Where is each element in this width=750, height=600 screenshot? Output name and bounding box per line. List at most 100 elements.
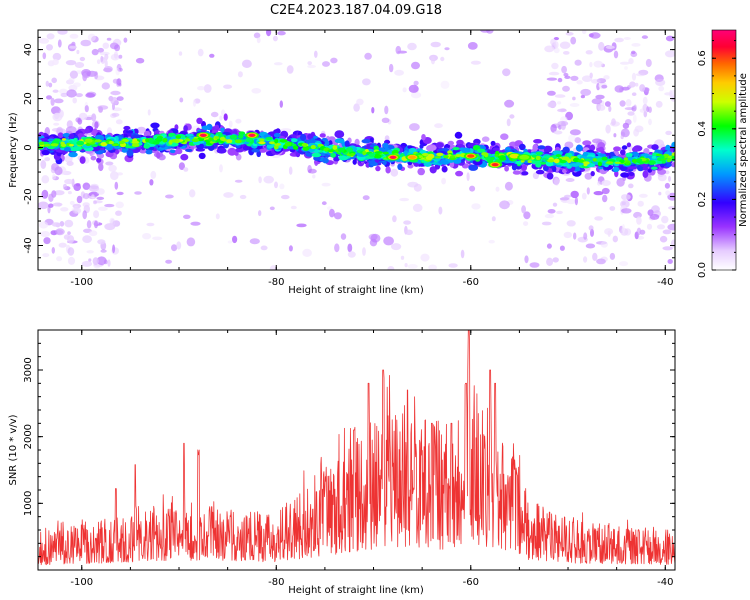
heatmap-speckle <box>383 236 394 246</box>
heatmap-speckle <box>631 50 636 55</box>
heatmap-speckle <box>38 38 50 44</box>
heatmap-speckle <box>509 114 515 119</box>
heatmap-speckle <box>609 252 616 260</box>
heatmap-cell <box>305 152 314 157</box>
heatmap-speckle <box>277 31 286 36</box>
heatmap-speckle <box>87 33 96 42</box>
heatmap-speckle <box>66 89 77 98</box>
heatmap-speckle <box>67 235 75 244</box>
heatmap-speckle <box>621 194 631 200</box>
heatmap-cell <box>606 161 614 164</box>
heatmap-speckle <box>561 65 567 74</box>
heatmap-speckle <box>114 44 121 52</box>
heatmap-cell <box>220 127 225 133</box>
heatmap-speckle <box>75 183 81 187</box>
heatmap-speckle <box>146 222 155 227</box>
heatmap-speckle <box>411 61 420 70</box>
heatmap-cell <box>461 147 471 154</box>
heatmap-speckle <box>84 105 89 113</box>
heatmap-speckle <box>553 47 560 54</box>
heatmap-speckle <box>568 134 576 142</box>
heatmap-cell <box>419 144 424 149</box>
heatmap-speckle <box>580 95 586 99</box>
heatmap-speckle <box>302 248 312 257</box>
heatmap-speckle <box>409 123 420 131</box>
heatmap-speckle <box>67 247 75 256</box>
heatmap-speckle <box>407 264 418 269</box>
heatmap-speckle <box>53 122 60 126</box>
heatmap-cell <box>535 169 545 175</box>
heatmap-speckle <box>589 72 593 79</box>
heatmap-speckle <box>647 209 654 216</box>
heatmap-speckle <box>566 199 577 205</box>
heatmap-speckle <box>629 81 636 88</box>
heatmap-speckle <box>288 166 293 175</box>
heatmap-cell <box>535 155 541 161</box>
heatmap-cell <box>597 161 603 167</box>
heatmap-cell <box>621 145 628 150</box>
heatmap-speckle <box>100 55 104 63</box>
heatmap-cell <box>456 139 464 146</box>
heatmap-speckle <box>506 118 511 127</box>
heatmap-speckle <box>499 200 510 210</box>
heatmap-cell <box>216 147 227 154</box>
heatmap-cell <box>123 133 128 139</box>
heatmap-cell <box>438 160 445 165</box>
heatmap-speckle <box>636 216 642 225</box>
heatmap-speckle <box>94 121 99 129</box>
heatmap-speckle <box>381 117 390 124</box>
heatmap-speckle <box>656 224 666 230</box>
heatmap-speckle <box>288 245 293 252</box>
heatmap-speckle <box>192 99 197 107</box>
heatmap-speckle <box>547 101 557 108</box>
heatmap-speckle <box>593 191 604 196</box>
heatmap-speckle <box>178 162 185 171</box>
heatmap-cell <box>322 157 329 164</box>
heatmap-speckle <box>658 191 662 196</box>
heatmap-speckle <box>75 117 82 123</box>
heatmap-speckle <box>563 231 572 239</box>
heatmap-speckle <box>104 53 109 61</box>
heatmap-cell <box>373 145 380 151</box>
heatmap-cell <box>258 148 267 153</box>
heatmap-cell <box>472 158 483 166</box>
heatmap-cell <box>245 137 253 143</box>
heatmap-speckle <box>609 206 616 211</box>
heatmap-speckle <box>223 84 233 89</box>
heatmap-cell <box>435 142 444 148</box>
heatmap-speckle <box>466 172 470 182</box>
heatmap-speckle <box>53 98 64 104</box>
heatmap-speckle <box>488 239 495 244</box>
heatmap-cell <box>175 148 183 155</box>
heatmap-speckle <box>69 33 79 39</box>
heatmap-speckle <box>563 51 570 55</box>
heatmap-cell <box>274 142 282 146</box>
heatmap-cell <box>392 149 399 155</box>
heatmap-speckle <box>110 90 121 96</box>
heatmap-speckle <box>290 205 297 210</box>
heatmap-cell <box>543 165 549 172</box>
heatmap-speckle <box>529 262 540 268</box>
heatmap-cell <box>94 139 102 143</box>
heatmap-speckle <box>115 201 124 209</box>
heatmap-speckle <box>45 80 49 87</box>
heatmap-speckle <box>179 97 184 103</box>
heatmap-speckle <box>104 203 115 208</box>
heatmap-cell <box>145 149 153 155</box>
heatmap-speckle <box>448 263 458 268</box>
heatmap-speckle <box>565 31 574 36</box>
heatmap-cell <box>69 144 74 147</box>
heatmap-cell <box>455 170 464 177</box>
heatmap-speckle <box>65 60 77 66</box>
heatmap-cell <box>50 143 59 147</box>
heatmap-speckle <box>88 185 100 192</box>
heatmap-cell <box>641 153 650 157</box>
heatmap-speckle <box>441 177 446 185</box>
colorbar-label: Normalized spectral amplitude <box>738 73 749 227</box>
heatmap-speckle <box>274 181 278 189</box>
heatmap-speckle <box>67 256 76 265</box>
heatmap-cell <box>426 144 435 152</box>
heatmap-speckle <box>189 189 196 198</box>
heatmap-cell <box>497 155 503 159</box>
heatmap-speckle <box>557 108 567 113</box>
